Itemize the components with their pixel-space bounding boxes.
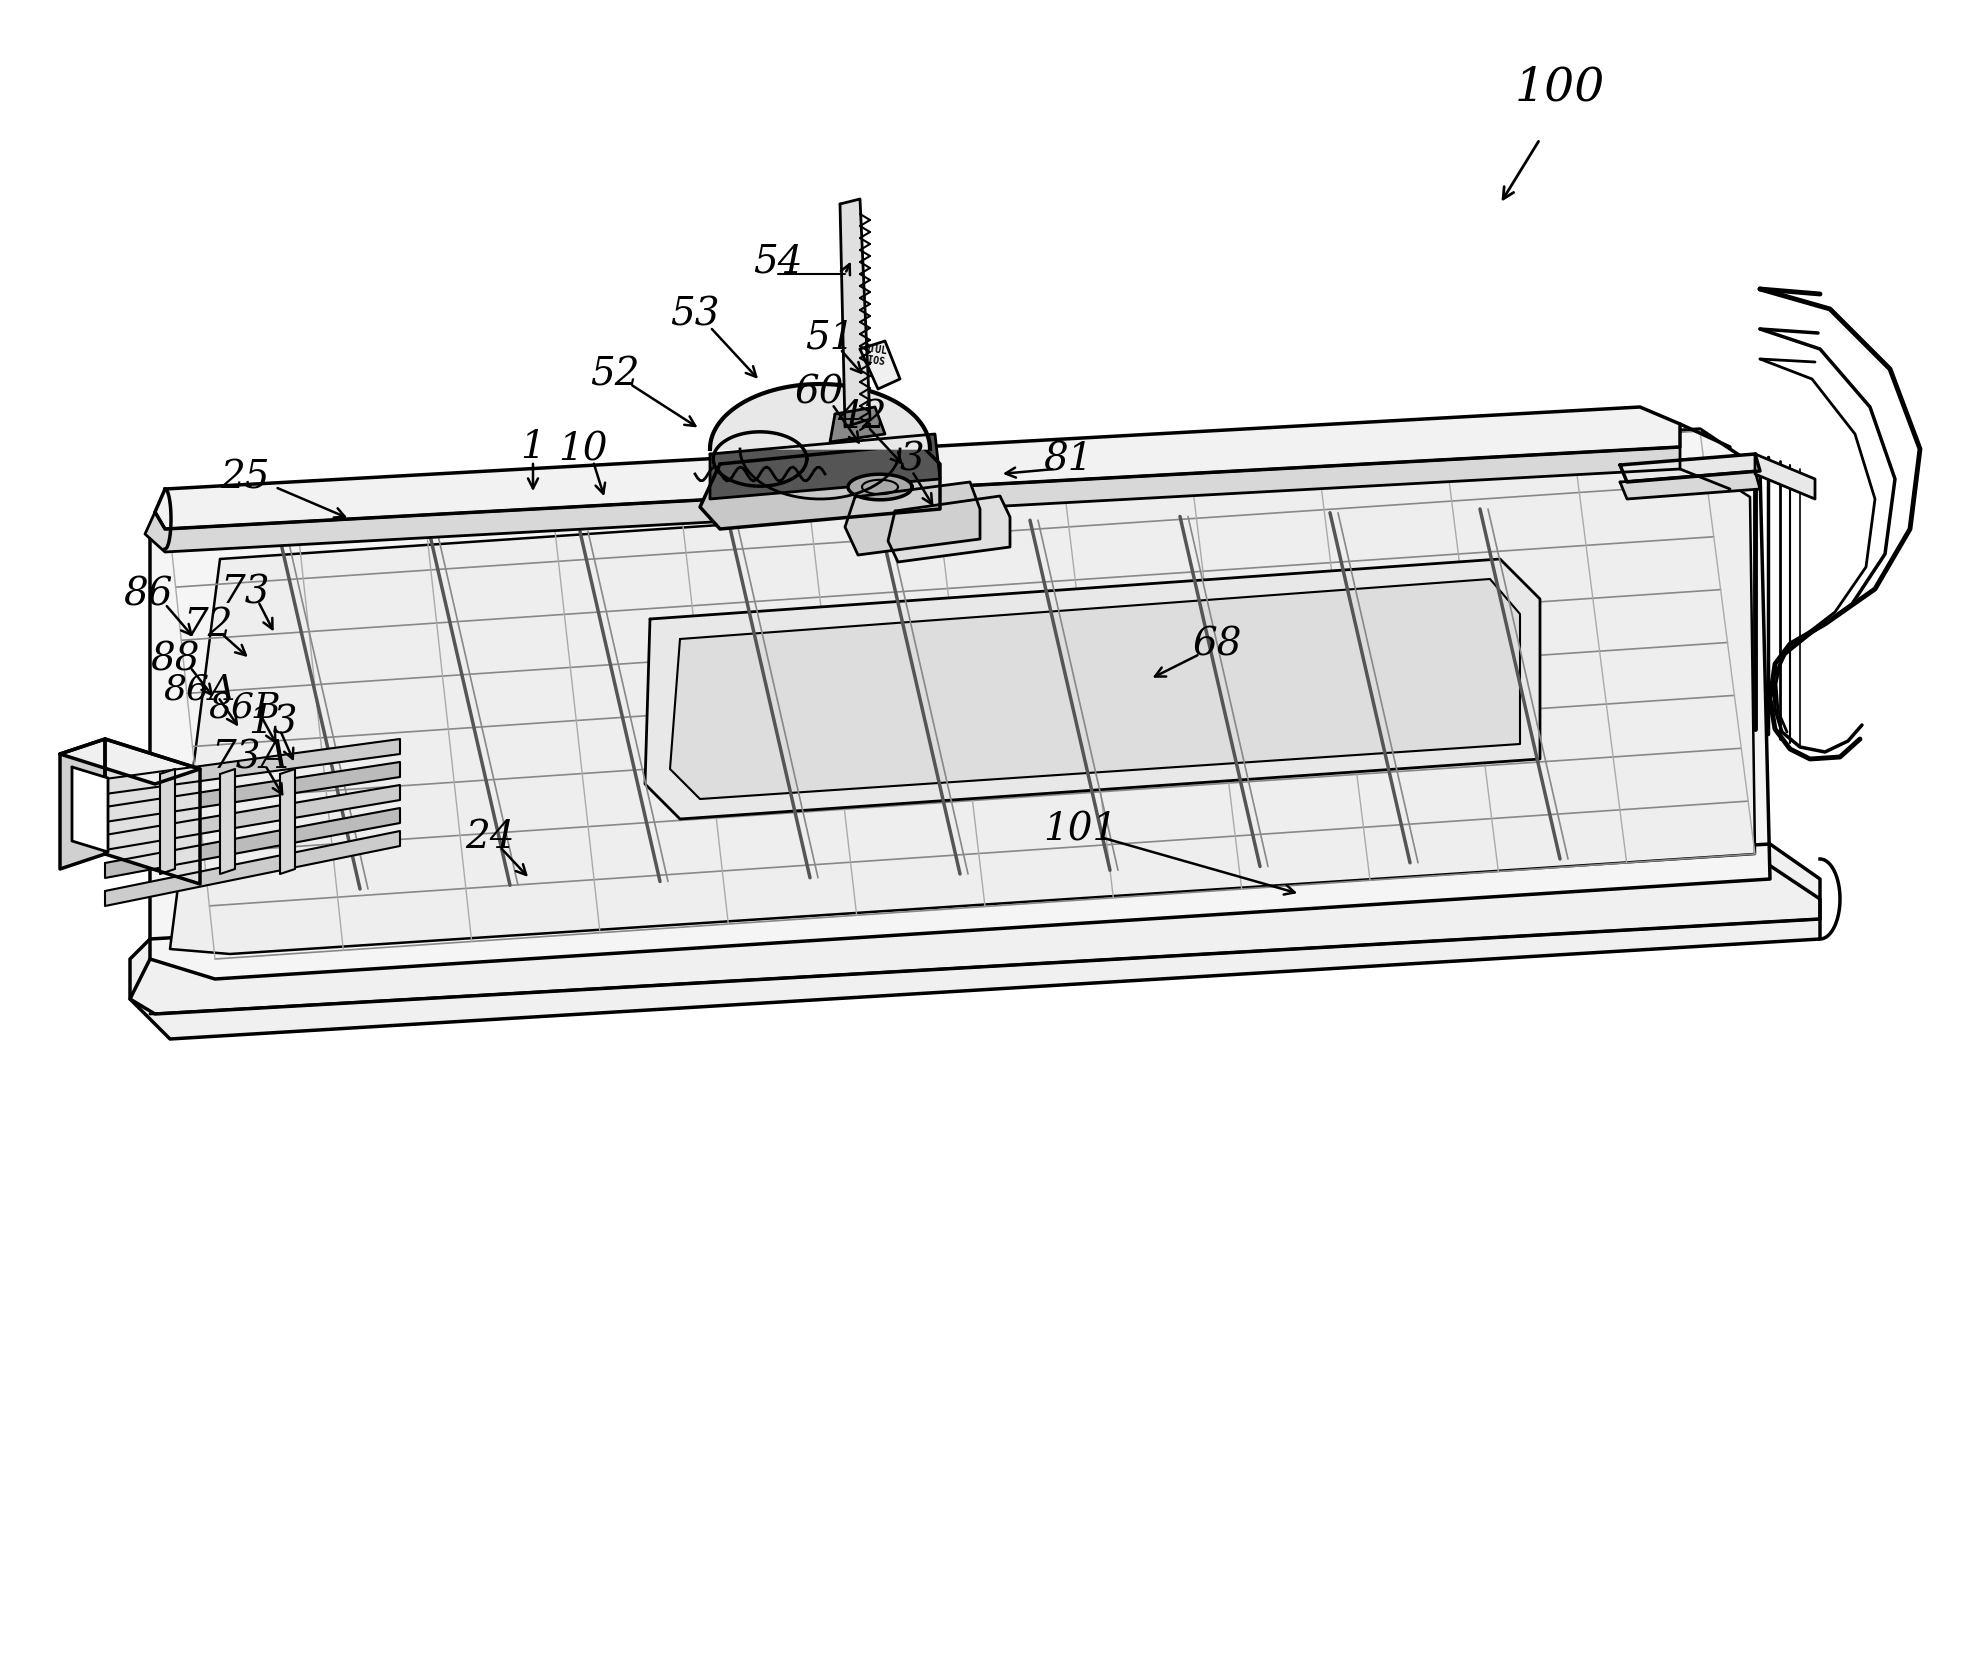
Polygon shape — [860, 343, 900, 391]
Text: 68: 68 — [1193, 626, 1243, 664]
Polygon shape — [105, 740, 400, 794]
Polygon shape — [220, 770, 236, 874]
Polygon shape — [848, 475, 912, 500]
Polygon shape — [844, 483, 979, 556]
Polygon shape — [105, 740, 200, 884]
Polygon shape — [131, 859, 1819, 1039]
Text: 100: 100 — [1514, 65, 1605, 111]
Text: 86: 86 — [123, 576, 172, 612]
Text: 81: 81 — [1043, 442, 1092, 478]
Polygon shape — [105, 831, 400, 907]
Polygon shape — [59, 740, 200, 784]
Text: 1: 1 — [521, 429, 545, 467]
Polygon shape — [145, 449, 1681, 553]
Polygon shape — [131, 844, 1819, 1015]
Text: OTUL
VIOS: OTUL VIOS — [862, 343, 888, 367]
Polygon shape — [105, 763, 400, 823]
Text: 73: 73 — [220, 574, 270, 611]
Polygon shape — [1619, 455, 1760, 483]
Polygon shape — [840, 200, 870, 427]
Text: 88: 88 — [151, 640, 200, 679]
Text: 72: 72 — [182, 606, 232, 644]
Polygon shape — [170, 460, 1754, 955]
Text: 86B: 86B — [208, 690, 281, 723]
Polygon shape — [1754, 455, 1816, 500]
Polygon shape — [700, 445, 939, 530]
Polygon shape — [105, 786, 400, 851]
Text: 86A: 86A — [165, 672, 236, 707]
Text: 3: 3 — [900, 442, 924, 478]
Polygon shape — [670, 579, 1520, 799]
Polygon shape — [1619, 472, 1760, 500]
Text: 53: 53 — [670, 296, 719, 333]
Text: 42: 42 — [836, 399, 886, 437]
Polygon shape — [830, 407, 886, 444]
Polygon shape — [105, 809, 400, 879]
Text: 60: 60 — [795, 374, 844, 410]
Polygon shape — [710, 386, 930, 450]
Polygon shape — [59, 740, 105, 869]
Text: 51: 51 — [805, 319, 854, 356]
Text: 25: 25 — [220, 458, 270, 496]
Polygon shape — [151, 430, 1770, 980]
Text: 24: 24 — [466, 819, 515, 856]
Polygon shape — [279, 770, 295, 874]
Text: 101: 101 — [1043, 811, 1118, 847]
Text: 10: 10 — [559, 432, 608, 468]
Polygon shape — [644, 559, 1540, 819]
Text: 13: 13 — [248, 703, 297, 741]
Text: 52: 52 — [591, 356, 640, 394]
Text: 73A: 73A — [212, 740, 289, 776]
Polygon shape — [888, 496, 1011, 563]
Polygon shape — [710, 435, 939, 500]
Polygon shape — [155, 407, 1681, 530]
Polygon shape — [161, 770, 174, 874]
Text: 54: 54 — [753, 243, 803, 280]
Polygon shape — [71, 768, 107, 852]
